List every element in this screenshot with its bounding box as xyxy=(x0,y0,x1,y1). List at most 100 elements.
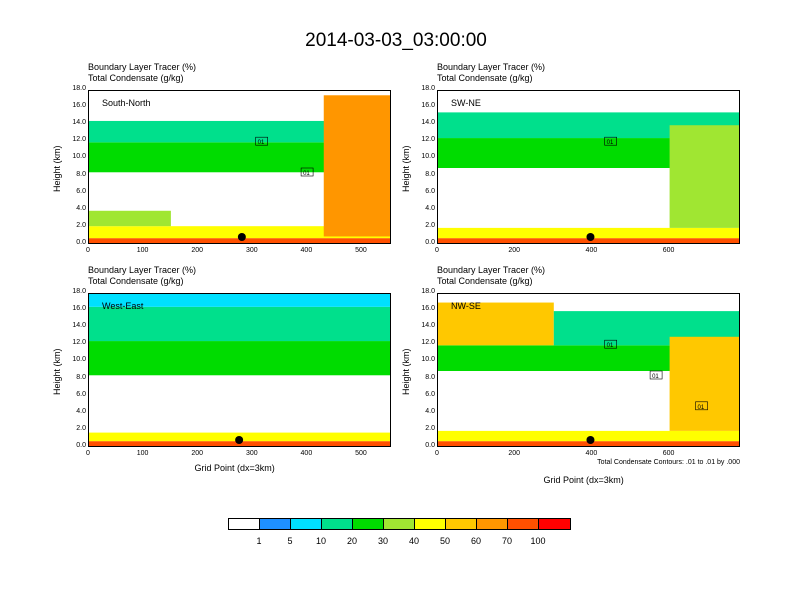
colorbar-level-label: 20 xyxy=(346,536,358,546)
y-tick-label: 0.0 xyxy=(76,239,86,246)
x-tick-label: 200 xyxy=(508,450,521,457)
contour-label: 01 xyxy=(695,401,708,411)
y-tick-label: 14.0 xyxy=(421,322,435,330)
y-tick-label: 0.0 xyxy=(425,442,435,449)
contour-label: 01 xyxy=(300,167,314,177)
colorbar-swatch xyxy=(508,519,539,529)
colorbar-swatch xyxy=(539,519,570,529)
y-tick-label: 12.0 xyxy=(421,339,435,347)
y-tick-label: 12.0 xyxy=(72,339,86,347)
site-marker xyxy=(586,233,595,241)
y-tick-label: 18.0 xyxy=(421,288,435,295)
cross-section-svg: 01 xyxy=(438,112,739,243)
y-tick-label: 10.0 xyxy=(421,356,435,364)
tracer-band-1 xyxy=(438,227,739,239)
x-tick-label: 300 xyxy=(245,450,258,457)
panel-subtitle-condensate: Total Condensate (g/kg) xyxy=(88,73,184,83)
y-tick-label: 10.0 xyxy=(72,153,86,161)
colorbar-level-label: 10 xyxy=(315,536,327,546)
colorbar-level-label: 40 xyxy=(408,536,420,546)
x-axis-label: Grid Point (dx=3km) xyxy=(194,463,275,473)
figure-title: 2014-03-03_03:00:00 xyxy=(305,30,487,51)
panel-label: NW-SE xyxy=(451,301,481,311)
colorbar-swatch xyxy=(229,519,260,529)
y-tick-label: 4.0 xyxy=(425,407,435,415)
y-tick-label: 14.0 xyxy=(72,119,86,127)
y-axis-label: Height (km) xyxy=(52,145,62,192)
y-tick-label: 16.0 xyxy=(72,102,86,110)
y-tick-label: 4.0 xyxy=(76,204,86,212)
y-tick-label: 8.0 xyxy=(76,373,86,381)
y-axis-label: Height (km) xyxy=(52,348,62,395)
cross-section-plot: 01 01 01 xyxy=(437,293,740,447)
x-tick-label: 400 xyxy=(585,247,598,254)
x-tick-label: 0 xyxy=(86,247,90,254)
colorbar-swatch xyxy=(477,519,508,529)
x-tick-label: 200 xyxy=(508,247,521,254)
svg-text:01: 01 xyxy=(652,374,659,380)
x-tick-label: 0 xyxy=(435,247,439,254)
x-tick-label: 600 xyxy=(662,450,675,457)
svg-text:01: 01 xyxy=(303,171,310,177)
colorbar-level-label: 100 xyxy=(530,536,546,546)
x-tick-label: 500 xyxy=(355,450,367,457)
y-tick-label: 8.0 xyxy=(76,170,86,178)
y-tick-label: 6.0 xyxy=(76,390,86,398)
y-tick-label: 2.0 xyxy=(76,221,86,229)
y-tick-label: 10.0 xyxy=(421,153,435,161)
panel-subtitle-tracer: Boundary Layer Tracer (%) xyxy=(88,62,197,72)
tracer-band-5 xyxy=(669,336,739,431)
colorbar-level-label: 50 xyxy=(439,536,451,546)
panel-subtitle-tracer: Boundary Layer Tracer (%) xyxy=(437,62,546,72)
contour-note: Total Condensate Contours: .01 to .01 by… xyxy=(597,459,740,466)
x-tick-label: 600 xyxy=(662,247,675,254)
y-tick-label: 16.0 xyxy=(421,102,435,110)
svg-text:01: 01 xyxy=(258,140,265,146)
x-tick-label: 100 xyxy=(136,247,149,254)
svg-text:01: 01 xyxy=(698,405,705,411)
panel-subtitle-tracer: Boundary Layer Tracer (%) xyxy=(437,265,546,275)
y-tick-label: 2.0 xyxy=(425,221,435,229)
colorbar-swatch xyxy=(291,519,322,529)
y-tick-label: 10.0 xyxy=(72,356,86,364)
colorbar-level-label: 60 xyxy=(470,536,482,546)
cross-section-plot xyxy=(88,293,391,447)
cross-section-svg: 01 01 01 xyxy=(438,302,739,446)
y-tick-label: 2.0 xyxy=(425,424,435,432)
tracer-band-3 xyxy=(438,302,554,346)
colorbar-swatch xyxy=(384,519,415,529)
colorbar-swatch xyxy=(260,519,291,529)
x-tick-label: 100 xyxy=(136,450,149,457)
x-axis-label: Grid Point (dx=3km) xyxy=(543,475,624,485)
panel-label: SW-NE xyxy=(451,98,481,108)
colorbar-level-label: 70 xyxy=(501,536,513,546)
tracer-band-4 xyxy=(669,125,739,228)
y-tick-label: 14.0 xyxy=(421,119,435,127)
tracer-band-3 xyxy=(89,306,390,342)
tracer-band-0 xyxy=(438,441,739,446)
panel-label: West-East xyxy=(102,301,144,311)
panel-subtitle-condensate: Total Condensate (g/kg) xyxy=(437,276,533,286)
contour-label: 01 xyxy=(604,339,617,349)
y-tick-label: 8.0 xyxy=(425,170,435,178)
cross-section-plot: 01 01 xyxy=(88,90,391,244)
tracer-band-0 xyxy=(438,238,739,243)
tracer-band-2 xyxy=(89,341,390,376)
y-tick-label: 4.0 xyxy=(76,407,86,415)
panel-subtitle-condensate: Total Condensate (g/kg) xyxy=(437,73,533,83)
cross-section-svg: 01 01 xyxy=(89,95,390,243)
tracer-band-2 xyxy=(89,210,171,227)
colorbar-swatch xyxy=(322,519,353,529)
x-tick-label: 0 xyxy=(435,450,439,457)
y-tick-label: 0.0 xyxy=(425,239,435,246)
x-tick-label: 400 xyxy=(585,450,598,457)
y-tick-label: 18.0 xyxy=(421,85,435,92)
site-marker xyxy=(237,233,246,241)
colorbar-level-label: 5 xyxy=(287,536,293,546)
svg-text:01: 01 xyxy=(607,140,614,146)
y-tick-label: 16.0 xyxy=(72,305,86,313)
tracer-band-4 xyxy=(89,120,390,143)
tracer-band-0 xyxy=(89,238,390,243)
x-tick-label: 0 xyxy=(86,450,90,457)
tracer-band-5 xyxy=(323,95,390,237)
